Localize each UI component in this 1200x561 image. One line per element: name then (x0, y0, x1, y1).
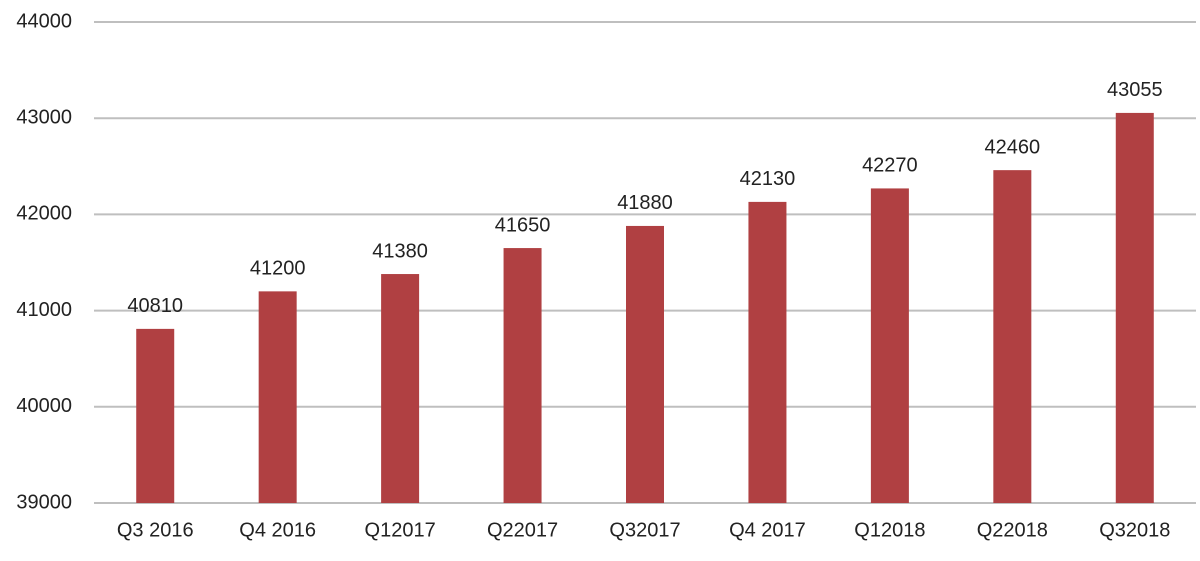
data-label: 41880 (617, 192, 673, 214)
x-tick-label: Q3 2016 (117, 519, 194, 541)
x-tick-label: Q4 2016 (239, 519, 316, 541)
data-label: 42130 (740, 168, 796, 190)
x-tick-label: Q22017 (487, 519, 558, 541)
x-tick-label: Q32018 (1099, 519, 1170, 541)
x-tick-label: Q32017 (609, 519, 680, 541)
data-label: 42460 (985, 136, 1041, 158)
bar (993, 170, 1032, 503)
x-tick-label: Q4 2017 (729, 519, 806, 541)
data-label: 43055 (1107, 79, 1163, 101)
x-tick-label: Q22018 (977, 519, 1048, 541)
bar (503, 248, 542, 503)
data-label: 41380 (372, 240, 428, 262)
x-tick-label: Q12017 (365, 519, 436, 541)
data-label: 40810 (127, 295, 183, 317)
bar (748, 201, 787, 504)
bar (870, 188, 909, 503)
data-label: 42270 (862, 155, 918, 177)
y-tick-label: 42000 (16, 203, 72, 225)
bar (136, 328, 175, 503)
bar (1115, 112, 1154, 503)
y-tick-label: 40000 (16, 395, 72, 417)
data-label: 41200 (250, 258, 306, 280)
y-tick-label: 39000 (16, 491, 72, 513)
y-tick-label: 41000 (16, 299, 72, 321)
bar (381, 274, 420, 503)
bar (626, 225, 664, 503)
bar (258, 291, 297, 503)
y-tick-label: 44000 (16, 10, 72, 32)
y-tick-label: 43000 (16, 106, 72, 128)
x-tick-label: Q12018 (854, 519, 925, 541)
data-label: 41650 (495, 214, 551, 236)
